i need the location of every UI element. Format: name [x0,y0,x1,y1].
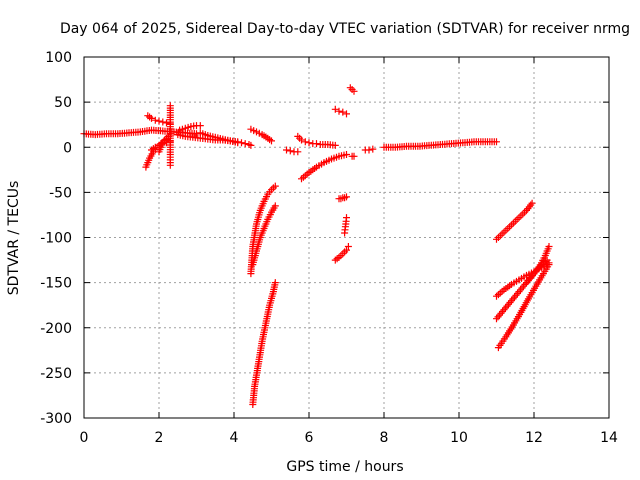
data-point [331,141,339,149]
data-point [343,151,350,158]
series-arc-19 [335,193,350,203]
data-point [301,138,309,146]
series-arc-15 [283,146,302,156]
data-point [247,141,255,149]
series-arc-17 [298,151,350,183]
series-arc-6 [166,102,174,169]
data-point [343,110,350,118]
y-tick-label: 100 [45,50,72,66]
series-arc-8 [176,122,204,134]
data-point [365,146,373,154]
data-point [271,182,279,190]
series-arc-22 [346,84,358,95]
tick-labels: 0 2 4 6 8 10 12 14 -300 -250 -200 -150 -100 -50 0 50 100 [40,50,618,446]
series-arc-23 [348,152,358,160]
data-point [344,243,352,250]
series-arc-25 [380,138,500,151]
data-point [369,145,377,153]
series-arc-18 [331,243,352,264]
x-tick-label: 14 [600,430,618,446]
data-point [163,119,170,127]
data-point [305,139,313,147]
y-tick-label: 0 [63,140,72,156]
data-point [545,261,553,269]
data-point [155,117,163,125]
data-point [271,279,279,287]
tick-layer [83,56,610,419]
series-arc-10 [238,139,255,149]
series-arc-14 [249,279,279,408]
series-arc-21 [331,105,350,118]
data-point [339,108,347,116]
x-tick-label: 0 [80,430,89,446]
y-tick-label: -100 [40,231,72,247]
data-point [268,137,275,145]
y-tick-label: -50 [49,185,72,201]
data-point [493,138,500,146]
x-tick-label: 2 [155,430,164,446]
data-point [151,116,159,124]
y-tick-label: -150 [40,276,72,292]
data-point [159,118,167,126]
series-arc-9 [196,129,242,147]
data-point [350,152,358,160]
data-point [350,87,358,95]
data-point [294,148,302,156]
data-point [271,202,279,210]
data-point [238,139,245,147]
y-tick-label: 50 [54,95,72,111]
data-point [313,140,320,148]
data-point [166,161,174,169]
data-point [241,140,249,148]
data-point [343,246,350,254]
chart-title: Day 064 of 2025, Sidereal Day-to-day VTE… [60,21,630,37]
series-arc-20 [341,214,350,237]
data-point [148,114,155,122]
x-tick-label: 8 [380,430,389,446]
y-tick-label: -200 [40,321,72,337]
data-point [298,136,305,144]
data-point [193,130,200,138]
series-arc-26 [493,199,536,243]
data-point [545,243,553,250]
x-tick-label: 12 [525,430,543,446]
y-tick-label: -250 [40,366,72,382]
series-arc-11 [247,125,275,145]
series-arc-30 [523,243,553,287]
series-arc-16 [294,132,339,149]
data-point [196,122,204,130]
data-point [343,193,350,201]
series-arc-24 [361,145,377,154]
data-point [331,105,339,113]
grid-layer [84,57,609,418]
data-point [335,107,343,115]
x-tick-label: 6 [305,430,314,446]
data-point [286,147,294,155]
series-arc-13 [249,202,279,269]
data-marks [80,84,553,408]
data-point [528,199,536,207]
data-point [283,146,290,154]
x-tick-label: 10 [450,430,468,446]
y-tick-label: -300 [40,411,72,427]
y-axis-label: SDTVAR / TECUs [6,181,22,296]
data-point [343,214,350,222]
series-arc-29 [494,261,553,352]
x-tick-label: 4 [230,430,239,446]
x-axis-label: GPS time / hours [286,459,403,475]
